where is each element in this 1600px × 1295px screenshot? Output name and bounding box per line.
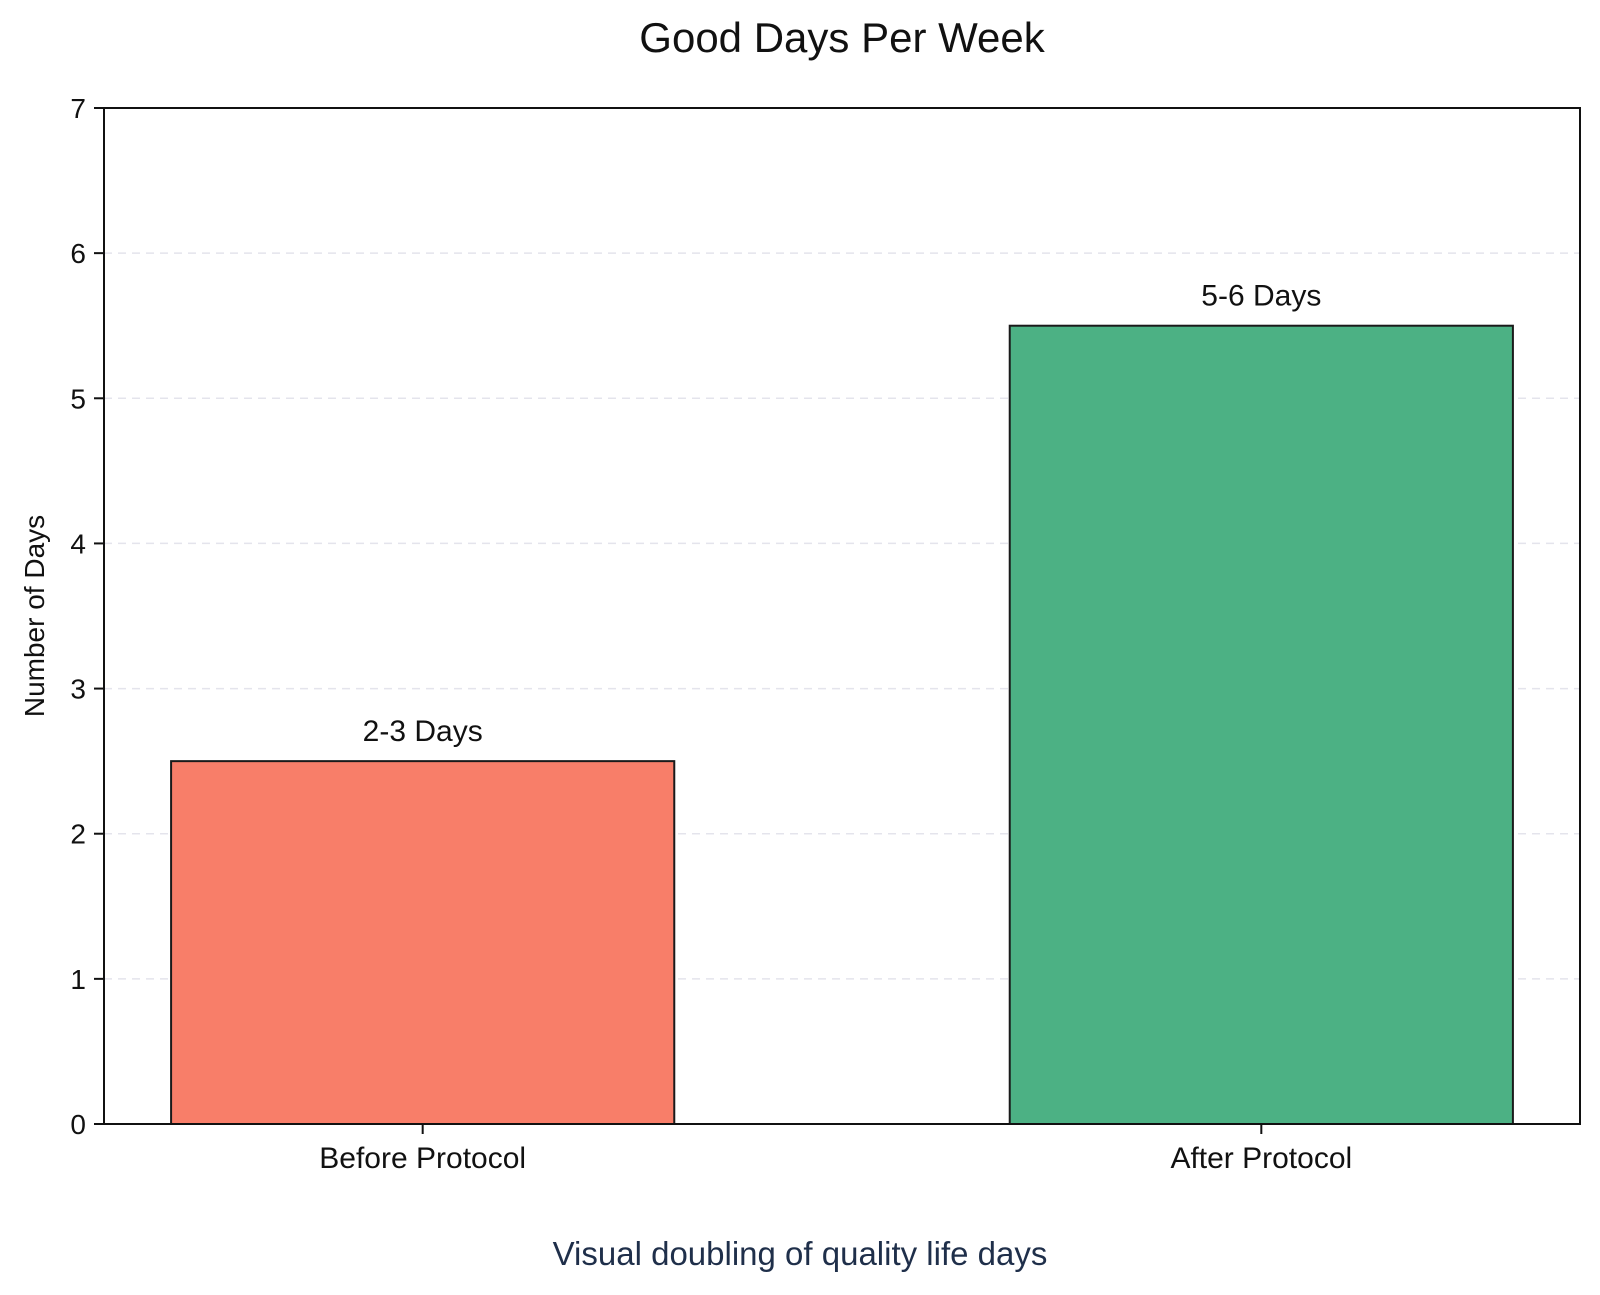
y-tick-label: 0 xyxy=(70,1109,86,1140)
chart-subtitle: Visual doubling of quality life days xyxy=(553,1235,1048,1272)
x-axis: Before Protocol After Protocol xyxy=(319,1124,1352,1175)
y-tick-label: 2 xyxy=(70,819,86,850)
y-tick-label: 5 xyxy=(70,383,86,414)
y-tick-label: 3 xyxy=(70,674,86,705)
y-tick-label: 4 xyxy=(70,528,86,559)
data-labels: 2-3 Days 5-6 Days xyxy=(363,280,1322,748)
x-tick-label: After Protocol xyxy=(1170,1142,1352,1175)
bars xyxy=(170,324,1514,1126)
x-tick-label: Before Protocol xyxy=(319,1142,526,1175)
y-axis-label: Number of Days xyxy=(19,515,50,717)
y-tick-label: 6 xyxy=(70,238,86,269)
data-label: 2-3 Days xyxy=(363,715,483,748)
y-axis: 0 1 2 3 4 5 6 7 xyxy=(70,93,104,1140)
plot-frame xyxy=(103,107,1581,1125)
chart-title: Good Days Per Week xyxy=(639,14,1045,61)
bar-before-protocol xyxy=(170,760,676,1126)
data-label: 5-6 Days xyxy=(1201,280,1321,313)
bar-after-protocol xyxy=(1008,324,1514,1125)
y-tick-label: 1 xyxy=(70,964,86,995)
y-tick-label: 7 xyxy=(70,93,86,124)
